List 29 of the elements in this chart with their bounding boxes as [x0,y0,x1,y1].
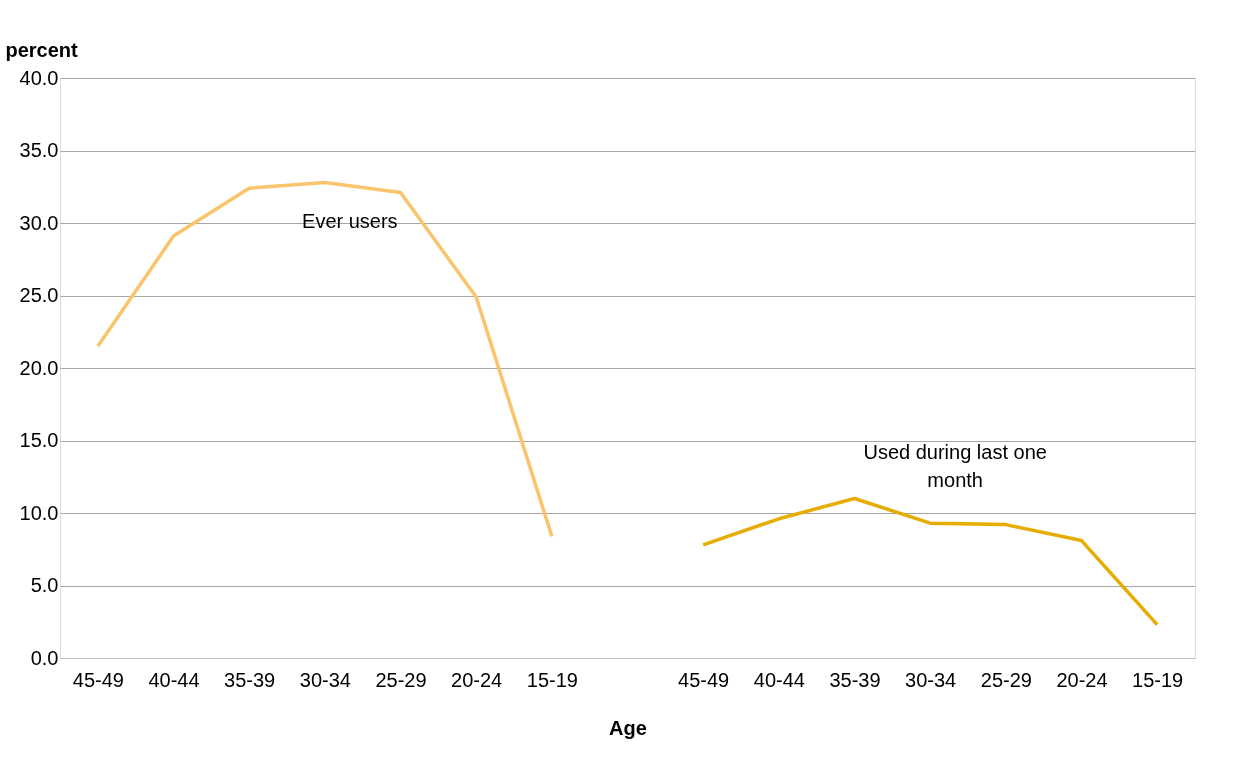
y-tick-label: 40.0 [19,66,59,89]
x-tick-label: 40-44 [753,668,805,691]
x-tick-label: 35-39 [224,668,276,691]
x-tick-label: 25-29 [375,668,427,691]
x-tick-label: 15-19 [526,668,578,691]
y-tick-label: 15.0 [19,429,59,451]
x-tick-label: 45-49 [72,668,124,691]
line-series [701,496,1159,627]
x-tick-label: 45-49 [678,668,730,691]
series-label: Used during last one month [863,441,1047,492]
x-tick-label: 15-19 [1132,668,1184,691]
x-axis-title: Age [609,716,647,739]
x-tick-label: 35-39 [829,668,881,691]
y-tick-label: 25.0 [19,284,59,306]
line-series [96,180,554,538]
x-tick-label: 20-24 [1056,668,1108,691]
x-tick-label: 30-34 [299,668,351,691]
y-tick-label: 10.0 [19,501,59,524]
y-axis-title: percent [5,38,79,61]
y-tick-label: 20.0 [19,356,59,379]
x-tick-label: 20-24 [451,668,503,691]
series-label: Ever users [302,210,398,233]
y-tick-label: 30.0 [19,211,59,234]
x-tick-label: 30-34 [905,668,957,691]
x-tick-label: 25-29 [980,668,1032,691]
y-tick-label: 0.0 [30,646,59,669]
y-tick-label: 35.0 [19,139,59,161]
y-tick-label: 5.0 [30,574,59,596]
x-tick-label: 40-44 [148,668,200,691]
